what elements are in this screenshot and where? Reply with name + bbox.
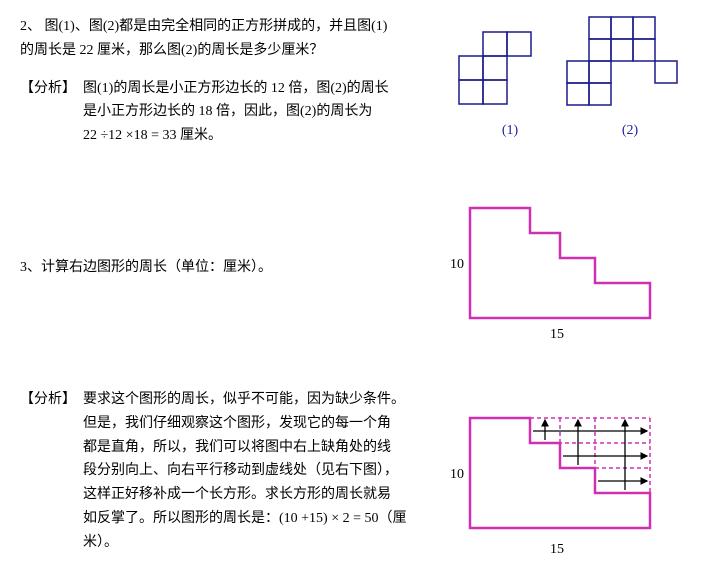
figure-2: [565, 15, 685, 115]
q3a-l2: 但是，我们仔细观察这个图形，发现它的每一个角: [83, 412, 407, 436]
q3a-l7: 米）。: [83, 531, 407, 555]
analysis-label-2: 【分析】: [20, 388, 83, 555]
q3a-l6b: (10 +15) × 2 = 50（厘: [279, 511, 407, 526]
problem-3: 3、计算右边图形的周长（单位：厘米）。 10 15: [20, 188, 690, 348]
problem-3-figure: 10 15: [430, 188, 690, 348]
q3a-l3: 都是直角，所以，我们可以将图中右上缺角处的线: [83, 436, 407, 460]
analysis-label: 【分析】: [20, 77, 83, 148]
q2-line1: 2、 图(1)、图(2)都是由完全相同的正方形拼成的，并且图(1): [20, 15, 450, 39]
dim-width-2: 15: [550, 542, 564, 557]
problem-3-analysis-figure: 10 15: [430, 398, 690, 563]
q2-analysis-l2: 是小正方形边长的 18 倍，因此，图(2)的周长为: [83, 100, 389, 124]
q2-line2: 的周长是 22 厘米，那么图(2)的周长是多少厘米？: [20, 39, 450, 63]
problem-2-figures: (1) (2): [450, 15, 690, 143]
problem-3-analysis: 【分析】 要求这个图形的周长，似乎不可能，因为缺少条件。 但是，我们仔细观察这个…: [20, 388, 690, 563]
figure-1: [455, 30, 535, 115]
q2-analysis-l1: 图(1)的周长是小正方形边长的 12 倍，图(2)的周长: [83, 77, 389, 101]
problem-2-text: 2、 图(1)、图(2)都是由完全相同的正方形拼成的，并且图(1) 的周长是 2…: [20, 15, 450, 148]
dim-height-2: 10: [450, 467, 464, 482]
problem-2: 2、 图(1)、图(2)都是由完全相同的正方形拼成的，并且图(1) 的周长是 2…: [20, 15, 690, 148]
fig2-label: (2): [622, 119, 638, 143]
q2-analysis-l3: 22 ÷12 ×18 = 33 厘米。: [83, 124, 389, 148]
fig1-label: (1): [502, 119, 518, 143]
q3a-l1: 要求这个图形的周长，似乎不可能，因为缺少条件。: [83, 388, 407, 412]
dim-height: 10: [450, 257, 464, 272]
problem-3-text: 3、计算右边图形的周长（单位：厘米）。: [20, 256, 430, 280]
q3a-l5: 这样正好移补成一个长方形。求长方形的周长就易: [83, 483, 407, 507]
q3a-l4: 段分别向上、向右平行移动到虚线处（见右下图），: [83, 459, 407, 483]
q3a-l6a: 如反掌了。所以图形的周长是：: [83, 511, 279, 526]
dim-width: 15: [550, 327, 564, 342]
